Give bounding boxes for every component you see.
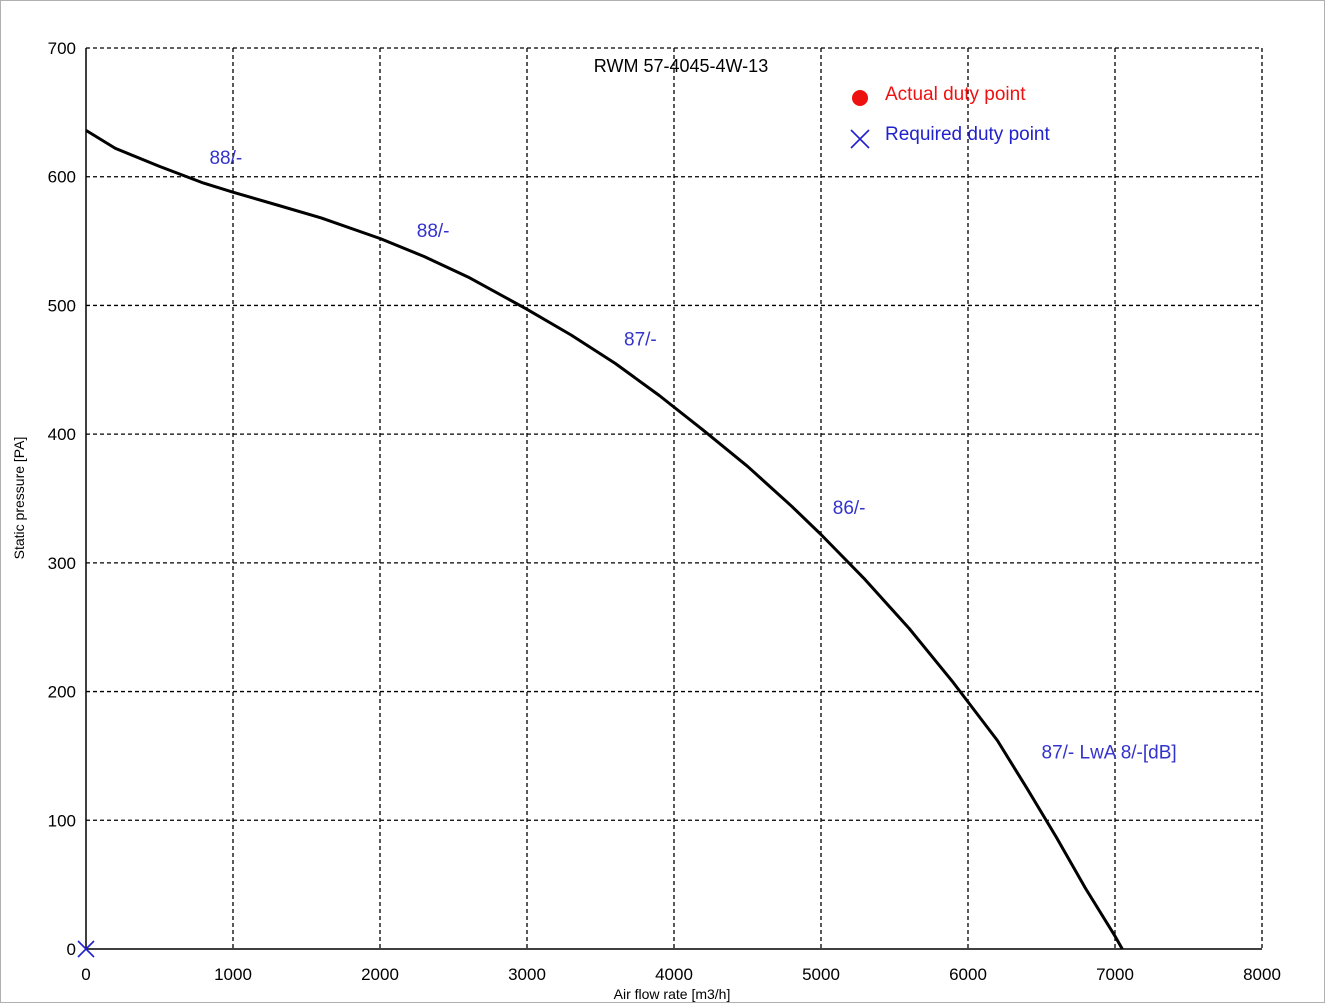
x-tick-label: 7000 — [1096, 965, 1134, 984]
y-tick-label: 300 — [48, 554, 76, 573]
series-layer — [85, 129, 1124, 950]
y-tick-label: 100 — [48, 811, 76, 830]
x-tick-labels: 0 1000 2000 3000 4000 5000 6000 7000 8000 — [81, 965, 1281, 984]
x-tick-label: 5000 — [802, 965, 840, 984]
x-axis-title: Air flow rate [m3/h] — [614, 986, 731, 1002]
y-axis-title: Static pressure [PA] — [11, 437, 27, 560]
y-tick-label: 700 — [48, 39, 76, 58]
legend-item-required: Required duty point — [850, 124, 1050, 149]
y-tick-label: 600 — [48, 168, 76, 187]
marker-layer — [77, 940, 95, 958]
sound-level-annotation: 88/- — [417, 221, 450, 242]
y-tick-label: 0 — [67, 940, 76, 959]
x-tick-label: 0 — [81, 965, 90, 984]
sound-level-annotation: 87/- — [624, 329, 657, 350]
sound-level-annotation: 87/- LwA 8/-[dB] — [1042, 743, 1177, 764]
actual-duty-point-marker — [852, 90, 868, 106]
required-duty-point — [77, 940, 95, 958]
y-tick-label: 400 — [48, 425, 76, 444]
legend-item-actual: Actual duty point — [852, 84, 1026, 106]
x-tick-label: 6000 — [949, 965, 987, 984]
x-tick-label: 4000 — [655, 965, 693, 984]
legend-label-actual: Actual duty point — [885, 84, 1026, 105]
x-tick-label: 8000 — [1243, 965, 1281, 984]
annotation-layer: 88/- 88/- 87/- 86/- 87/- LwA 8/-[dB] — [209, 148, 1176, 764]
x-tick-label: 1000 — [214, 965, 252, 984]
y-tick-label: 200 — [48, 683, 76, 702]
sound-level-annotation: 86/- — [833, 498, 866, 519]
legend-label-required: Required duty point — [885, 124, 1050, 145]
sound-level-annotation: 88/- — [209, 148, 242, 169]
x-tick-label: 2000 — [361, 965, 399, 984]
series-line-0 — [85, 129, 1124, 950]
y-tick-labels: 0 100 200 300 400 500 600 700 — [48, 39, 76, 959]
y-tick-label: 500 — [48, 296, 76, 315]
axes — [85, 48, 1262, 950]
grid-lines — [86, 47, 1263, 949]
required-duty-point-marker — [850, 129, 870, 149]
chart-title: RWM 57-4045-4W-13 — [594, 56, 768, 76]
legend: Actual duty point Required duty point — [850, 84, 1050, 149]
x-tick-label: 3000 — [508, 965, 546, 984]
